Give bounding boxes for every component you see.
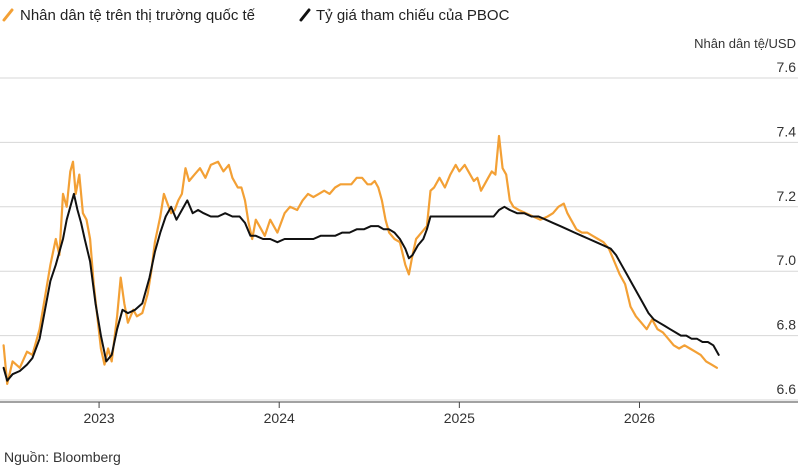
y-tick-label: 6.6	[777, 381, 797, 397]
x-tick-label: 2024	[264, 410, 295, 426]
y-tick-label: 7.6	[777, 59, 797, 75]
y-tick-label: 6.8	[777, 317, 797, 333]
series-line-offshore	[2, 134, 718, 385]
x-tick-label: 2026	[624, 410, 655, 426]
legend-item-pboc: Tỷ giá tham chiếu của PBOC	[299, 7, 510, 24]
source-note: Nguồn: Bloomberg	[4, 449, 121, 465]
legend-label-pboc: Tỷ giá tham chiếu của PBOC	[316, 7, 510, 24]
legend-swatch-pboc	[299, 8, 311, 22]
series-line-pboc	[2, 192, 720, 382]
y-axis-unit-label: Nhân dân tệ/USD	[694, 36, 796, 51]
y-tick-label: 7.2	[777, 188, 797, 204]
y-tick-label: 7.4	[777, 123, 797, 139]
legend-label-offshore: Nhân dân tệ trên thị trường quốc tế	[20, 7, 256, 24]
y-tick-label: 7.0	[777, 252, 797, 268]
legend: Nhân dân tệ trên thị trường quốc tế Tỷ g…	[2, 7, 510, 24]
legend-item-offshore: Nhân dân tệ trên thị trường quốc tế	[2, 7, 256, 24]
x-axis: 2023 2024 2025 2026	[0, 401, 798, 426]
x-tick-label: 2023	[83, 410, 114, 426]
x-tick-label: 2025	[444, 410, 475, 426]
series-lines	[2, 134, 720, 385]
y-tick-labels: 6.6 6.8 7.0 7.2 7.4 7.6	[777, 59, 797, 397]
legend-swatch-offshore	[2, 8, 14, 22]
gridlines	[0, 77, 798, 401]
